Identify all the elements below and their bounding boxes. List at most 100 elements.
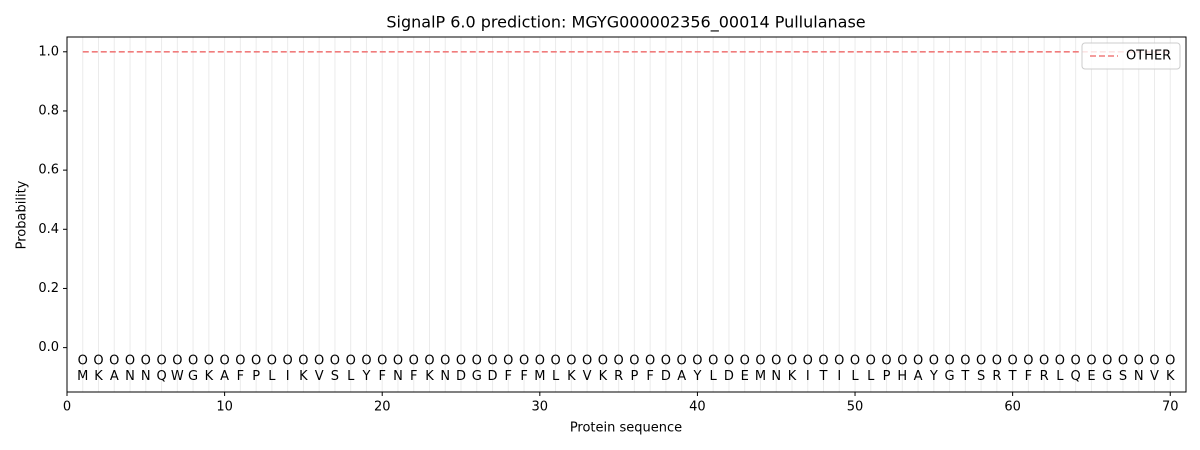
region-label: O (1008, 353, 1018, 368)
residue-label: K (425, 369, 434, 384)
region-label: O (440, 353, 450, 368)
region-label: O (1086, 353, 1096, 368)
chart-title: SignalP 6.0 prediction: MGYG000002356_00… (386, 13, 865, 33)
residue-label: L (347, 369, 355, 384)
x-axis-label: Protein sequence (570, 421, 682, 436)
residue-label: N (393, 369, 403, 384)
residue-label: A (914, 369, 923, 384)
region-label: O (1055, 353, 1065, 368)
x-tick-label: 30 (532, 400, 549, 415)
y-tick-label: 0.0 (38, 340, 59, 355)
plot-frame (66, 36, 1187, 393)
region-label: O (566, 353, 576, 368)
residue-label: F (378, 369, 385, 384)
region-label: O (330, 353, 340, 368)
x-tick-label: 10 (216, 400, 233, 415)
residue-label: T (819, 369, 828, 384)
residue-label: F (520, 369, 527, 384)
residue-label: I (286, 369, 290, 384)
region-label: O (267, 353, 277, 368)
region-label: O (78, 353, 88, 368)
region-label: O (677, 353, 687, 368)
residue-label: D (456, 369, 466, 384)
residue-label: A (677, 369, 686, 384)
residue-label: K (788, 369, 797, 384)
residue-label: A (220, 369, 229, 384)
residue-label: I (806, 369, 810, 384)
residue-label: G (1102, 369, 1112, 384)
region-label: O (409, 353, 419, 368)
residue-label: S (1119, 369, 1127, 384)
region-label: O (1102, 353, 1112, 368)
legend-label: OTHER (1126, 49, 1171, 64)
residue-label: Q (156, 369, 166, 384)
region-label: O (1118, 353, 1128, 368)
residue-label: F (237, 369, 244, 384)
residue-label: N (1134, 369, 1144, 384)
residue-label: P (883, 369, 891, 384)
y-tick-label: 0.2 (38, 281, 59, 296)
region-label: O (377, 353, 387, 368)
residue-label: L (268, 369, 276, 384)
region-label: O (708, 353, 718, 368)
region-label: O (850, 353, 860, 368)
residue-label: K (299, 369, 308, 384)
residue-label: D (488, 369, 498, 384)
region-label: O (141, 353, 151, 368)
residue-label: T (1008, 369, 1017, 384)
region-label: O (692, 353, 702, 368)
region-label: O (913, 353, 923, 368)
legend-box (1081, 42, 1181, 70)
residue-label: N (141, 369, 151, 384)
x-tick-label: 60 (1004, 400, 1021, 415)
residue-label: K (205, 369, 214, 384)
region-label: O (787, 353, 797, 368)
region-label: O (1023, 353, 1033, 368)
region-label: O (1134, 353, 1144, 368)
residue-label: G (945, 369, 955, 384)
residue-label: F (646, 369, 653, 384)
region-label: O (1165, 353, 1175, 368)
region-label: O (1071, 353, 1081, 368)
residue-label: K (1166, 369, 1175, 384)
region-label: O (992, 353, 1002, 368)
residue-label: R (1040, 369, 1049, 384)
residue-label: Q (1071, 369, 1081, 384)
region-label: O (172, 353, 182, 368)
residue-label: Y (361, 369, 370, 384)
region-label: O (535, 353, 545, 368)
region-label: O (109, 353, 119, 368)
region-label: O (93, 353, 103, 368)
region-label: O (724, 353, 734, 368)
region-label: O (629, 353, 639, 368)
region-label: O (818, 353, 828, 368)
y-tick-label: 0.4 (38, 222, 59, 237)
region-label: O (960, 353, 970, 368)
region-label: O (519, 353, 529, 368)
residue-label: I (837, 369, 841, 384)
residue-label: F (505, 369, 512, 384)
region-label: O (834, 353, 844, 368)
residue-label: E (741, 369, 749, 384)
residue-label: V (583, 369, 592, 384)
region-label: O (125, 353, 135, 368)
residue-label: R (992, 369, 1001, 384)
region-label: O (1149, 353, 1159, 368)
region-label: O (472, 353, 482, 368)
x-tick-label: 40 (689, 400, 706, 415)
region-label: O (771, 353, 781, 368)
residue-label: N (440, 369, 450, 384)
residue-label: L (552, 369, 560, 384)
residue-label: P (630, 369, 638, 384)
residue-label: H (897, 369, 907, 384)
region-label: O (661, 353, 671, 368)
residue-label: K (567, 369, 576, 384)
region-label: O (456, 353, 466, 368)
residue-label: Y (929, 369, 938, 384)
residue-label: L (851, 369, 859, 384)
residue-label: D (724, 369, 734, 384)
residue-label: G (188, 369, 198, 384)
region-label: O (897, 353, 907, 368)
region-label: O (487, 353, 497, 368)
residue-label: V (315, 369, 324, 384)
